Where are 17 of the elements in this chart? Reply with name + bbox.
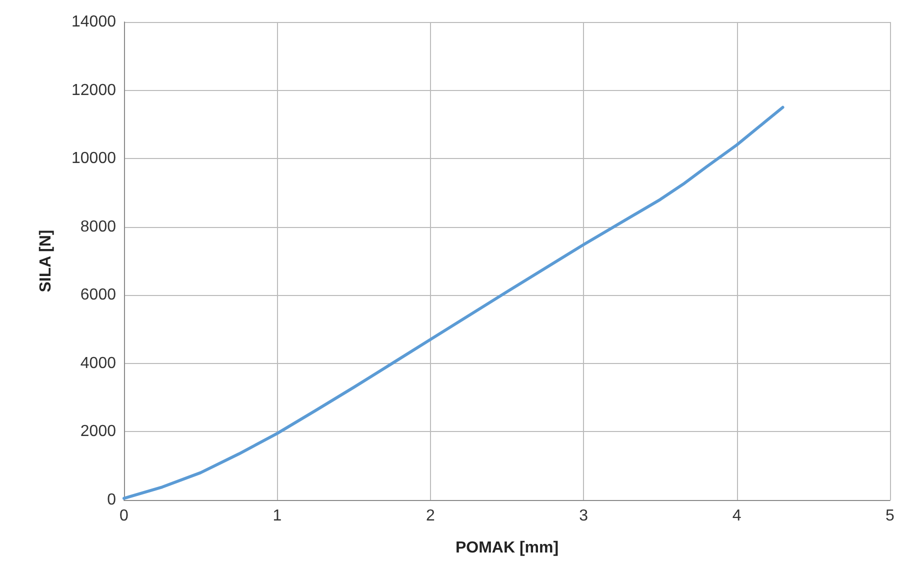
y-tick-label: 10000 [72,150,116,168]
x-tick-label: 4 [732,508,742,524]
x-tick-label: 0 [120,508,129,524]
x-tick-label: 1 [272,508,282,524]
y-tick-label: 4000 [80,354,116,372]
x-tick-label: 3 [579,508,588,524]
x-tick-label: 2 [426,508,435,524]
x-tick-label: 5 [886,508,895,524]
y-tick-label: 8000 [80,218,116,236]
y-tick-label: 12000 [72,82,116,99]
line-series [122,106,784,500]
y-tick-label: 2000 [80,423,116,440]
y-axis-title: SILA [N] [38,230,54,292]
y-tick-label: 14000 [72,14,116,30]
y-tick-label: 0 [107,492,116,508]
x-axis-title: POMAK [mm] [455,540,559,556]
y-tick-label: 6000 [80,286,116,304]
